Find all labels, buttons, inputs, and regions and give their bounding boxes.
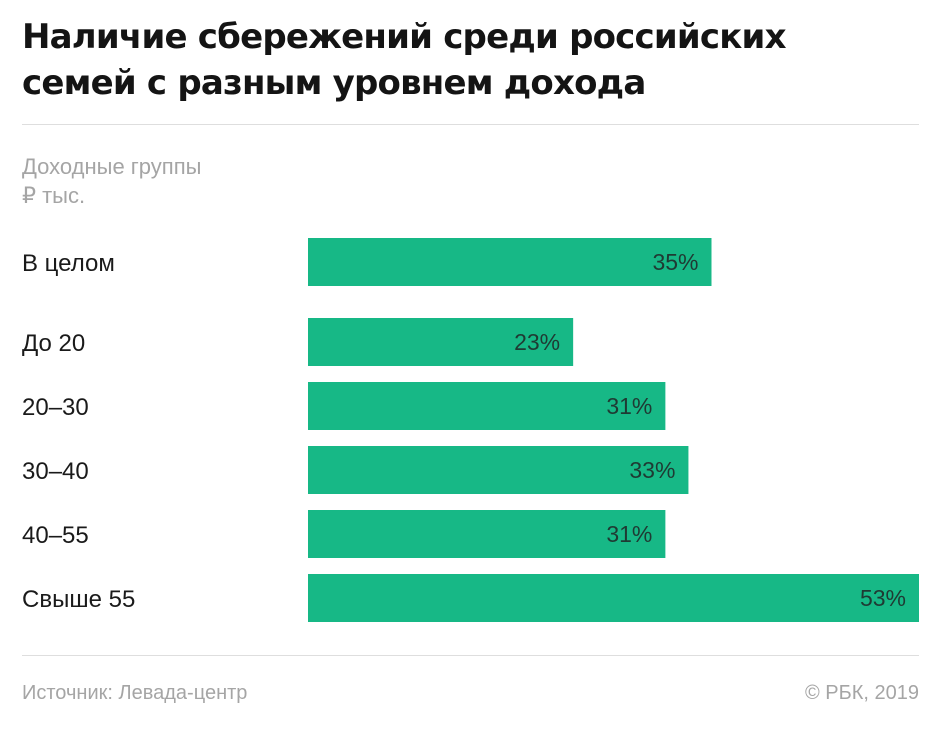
axis-subtitle: Доходные группы ₽ тыс. bbox=[22, 152, 201, 210]
value-label: 33% bbox=[629, 457, 675, 483]
bar-row: 20–30 31% bbox=[22, 382, 666, 430]
category-label: Свыше 55 bbox=[22, 586, 135, 613]
bar-row: До 20 23% bbox=[22, 318, 574, 366]
bar bbox=[308, 238, 712, 286]
bar-row: 30–40 33% bbox=[22, 446, 689, 494]
category-label: В целом bbox=[22, 250, 115, 277]
value-label: 31% bbox=[606, 521, 652, 547]
value-label: 53% bbox=[860, 585, 906, 611]
copyright-credit: © РБК, 2019 bbox=[804, 682, 919, 704]
chart-title: Наличие сбережений среди российских семе… bbox=[22, 17, 787, 103]
category-label: 40–55 bbox=[22, 522, 89, 549]
top-divider bbox=[22, 124, 919, 125]
bar bbox=[308, 382, 666, 430]
bottom-divider bbox=[22, 655, 919, 656]
category-label: До 20 bbox=[22, 330, 85, 357]
value-label: 23% bbox=[514, 329, 560, 355]
bar bbox=[308, 574, 919, 622]
bar bbox=[308, 446, 689, 494]
axis-subtitle-line1: Доходные группы bbox=[22, 154, 202, 179]
category-label: 20–30 bbox=[22, 394, 89, 421]
bar-row: 40–55 31% bbox=[22, 510, 666, 558]
bar-row: В целом 35% bbox=[22, 238, 712, 286]
source-note: Источник: Левада-центр bbox=[22, 682, 248, 704]
bar bbox=[308, 318, 574, 366]
bar-row: Свыше 55 53% bbox=[22, 574, 919, 622]
value-label: 31% bbox=[606, 393, 652, 419]
value-label: 35% bbox=[652, 249, 698, 275]
axis-subtitle-line2: ₽ тыс. bbox=[22, 183, 86, 208]
category-label: 30–40 bbox=[22, 458, 89, 485]
bar bbox=[308, 510, 666, 558]
